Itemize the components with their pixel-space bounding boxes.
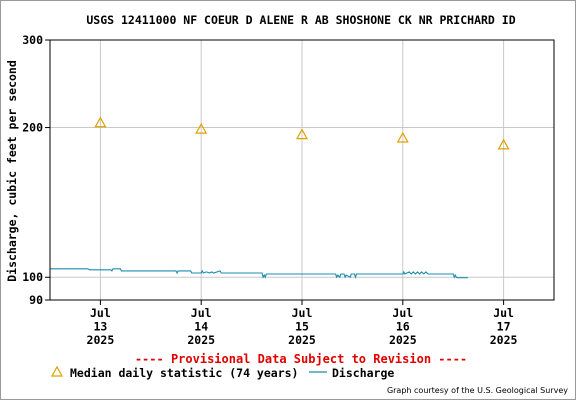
x-tick-label: Jul bbox=[493, 306, 514, 320]
y-tick-label: 90 bbox=[29, 293, 43, 307]
x-tick-label: 2025 bbox=[288, 333, 316, 347]
x-tick-label: Jul bbox=[191, 306, 212, 320]
graph-credit: Graph courtesy of the U.S. Geological Su… bbox=[387, 386, 568, 395]
x-tick-label: 2025 bbox=[389, 333, 417, 347]
legend-median-label: Median daily statistic (74 years) bbox=[70, 366, 298, 380]
median-point bbox=[195, 122, 208, 134]
x-tick-label: 13 bbox=[93, 320, 107, 334]
x-tick-label: 17 bbox=[497, 320, 511, 334]
x-tick-label: 14 bbox=[194, 320, 208, 334]
x-tick-label: 2025 bbox=[490, 333, 518, 347]
legend-median-marker-icon bbox=[50, 365, 64, 377]
x-tick-label: Jul bbox=[392, 306, 413, 320]
y-tick-label: 200 bbox=[22, 121, 43, 135]
median-point bbox=[396, 131, 409, 143]
chart-title: USGS 12411000 NF COEUR D ALENE R AB SHOS… bbox=[86, 13, 515, 27]
y-tick-label: 100 bbox=[22, 270, 43, 284]
provisional-banner: ---- Provisional Data Subject to Revisio… bbox=[135, 352, 467, 366]
median-point bbox=[94, 116, 107, 128]
y-tick-label: 300 bbox=[22, 33, 43, 47]
x-tick-label: Jul bbox=[90, 306, 111, 320]
legend: Median daily statistic (74 years) Discha… bbox=[50, 365, 394, 380]
series-layer bbox=[50, 116, 510, 279]
x-tick-label: 16 bbox=[396, 320, 410, 334]
median-point bbox=[295, 128, 309, 140]
x-tick-label: 2025 bbox=[187, 333, 215, 347]
x-axis-ticks: Jul132025Jul142025Jul152025Jul162025Jul1… bbox=[87, 300, 518, 347]
median-point bbox=[497, 138, 510, 150]
y-axis-ticks: 300 200 100 90 bbox=[22, 33, 50, 307]
x-tick-label: 2025 bbox=[87, 333, 115, 347]
x-tick-label: Jul bbox=[292, 306, 313, 320]
grid-lines bbox=[50, 40, 554, 300]
y-axis-label: Discharge, cubic feet per second bbox=[5, 60, 19, 282]
legend-discharge-label: Discharge bbox=[332, 366, 394, 380]
x-tick-label: 15 bbox=[295, 320, 309, 334]
discharge-series-line bbox=[50, 268, 468, 279]
